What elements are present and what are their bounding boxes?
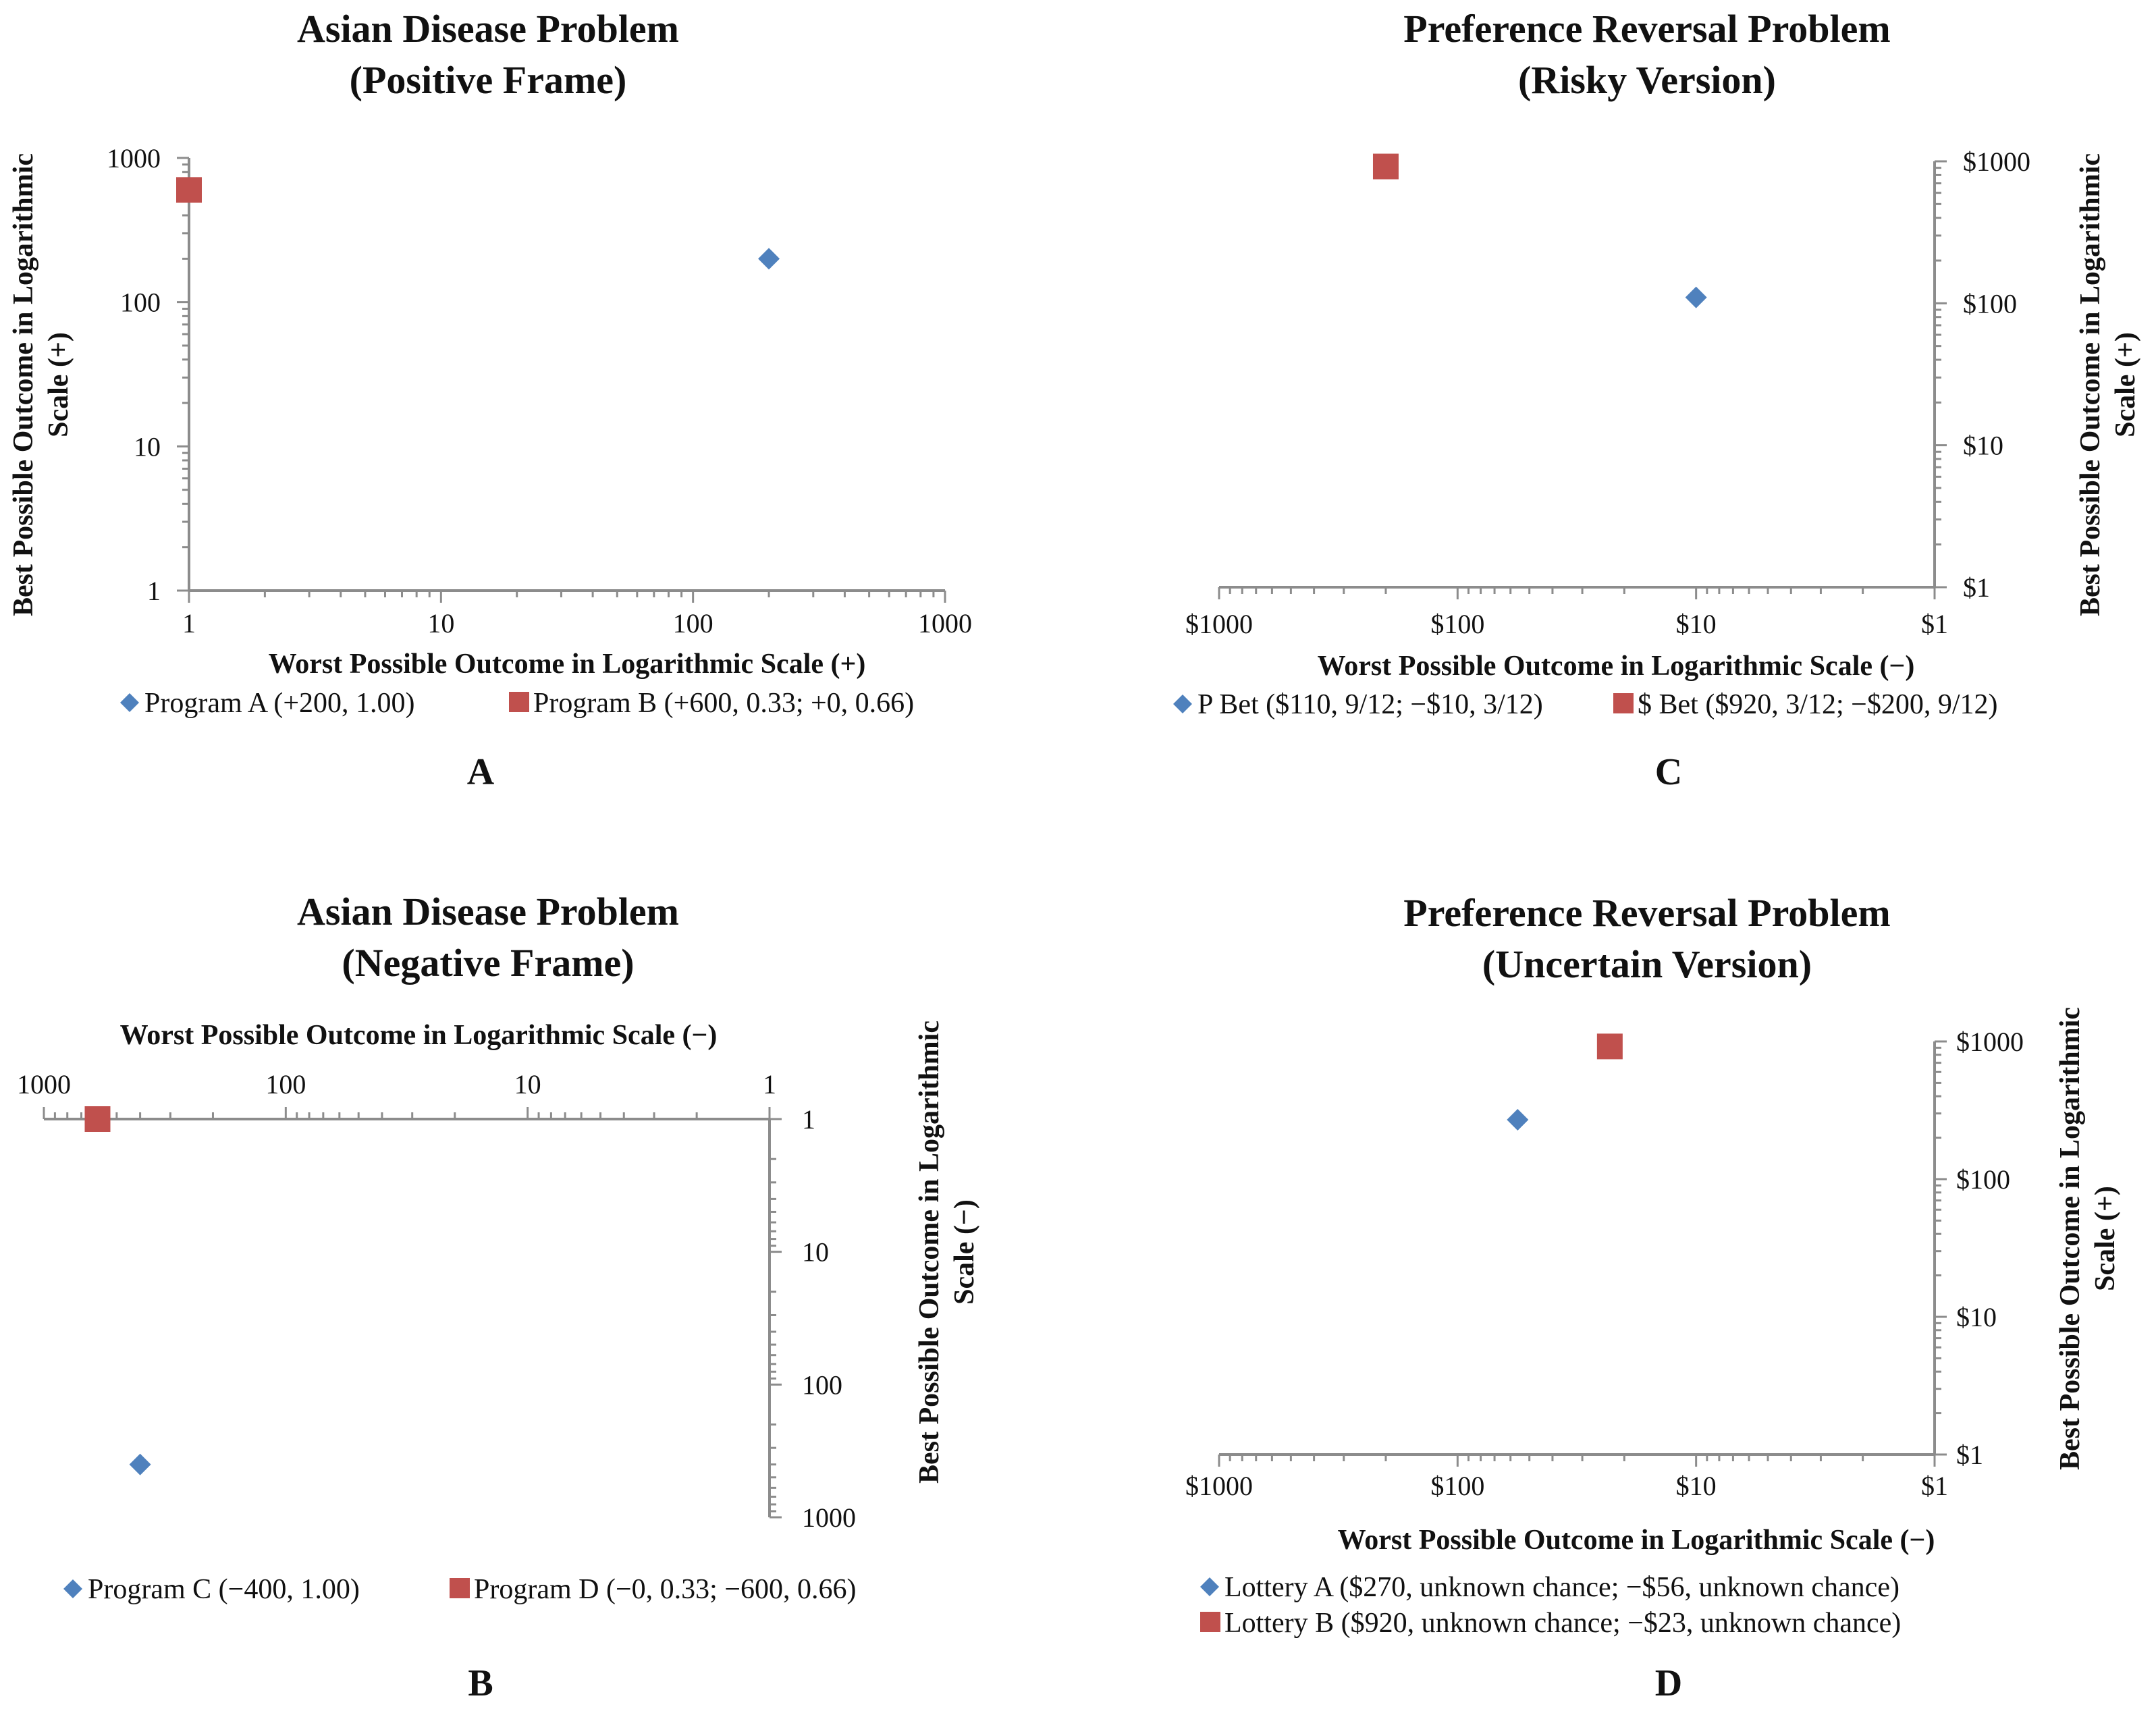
- data-point-diamond: [758, 248, 780, 270]
- y-tick-label: $10: [1956, 1302, 1997, 1332]
- y-tick-label: 1: [802, 1104, 815, 1135]
- x-tick-label: 1: [182, 608, 196, 639]
- x-axis-title: Worst Possible Outcome in Logarithmic Sc…: [1318, 651, 1915, 682]
- y-tick-label: $1: [1956, 1440, 1983, 1470]
- panel-letter: C: [1655, 751, 1682, 793]
- legend-label: Lottery A ($270, unknown chance; −$56, u…: [1224, 1572, 1899, 1603]
- y-axis-title: Best Possible Outcome in Logarithmic Scal…: [2055, 1007, 2121, 1470]
- chart-title-line-1: Asian Disease Problem: [297, 890, 679, 933]
- x-axis-title: Worst Possible Outcome in Logarithmic Sc…: [120, 1020, 718, 1051]
- panel-b: Asian Disease Problem (Negative Frame) 100…: [17, 890, 980, 1704]
- x-axis-title: Worst Possible Outcome in Logarithmic Sc…: [269, 649, 866, 680]
- x-tick-label: 1000: [17, 1069, 71, 1099]
- data-point-diamond: [1685, 286, 1707, 308]
- legend-marker-diamond: [120, 693, 139, 712]
- legend-label: Program A (+200, 1.00): [144, 688, 415, 719]
- legend-marker-square: [509, 692, 529, 712]
- y-axis-title: Best Possible Outcome in Logarithmic Scal…: [2075, 153, 2141, 616]
- x-tick-label: 10: [427, 608, 454, 639]
- legend-marker-diamond: [63, 1579, 82, 1598]
- chart-title-line-1: Preference Reversal Problem: [1403, 891, 1890, 935]
- y-tick-label: $100: [1956, 1164, 2010, 1195]
- x-tick-label: $1: [1921, 1471, 1948, 1501]
- data-point-diamond: [1507, 1109, 1529, 1131]
- data-point-square: [1372, 153, 1399, 180]
- chart-title-line-1: Asian Disease Problem: [297, 7, 679, 51]
- data-point-square: [176, 177, 202, 203]
- y-tick-label: $1: [1963, 572, 1990, 603]
- legend-label: Program C (−400, 1.00): [88, 1574, 360, 1605]
- chart-title-line-2: (Positive Frame): [350, 58, 627, 102]
- y-axis-title-line-2: Scale (+): [2110, 332, 2141, 437]
- y-tick-label: $1000: [1956, 1027, 2024, 1057]
- panel-c: Preference Reversal Problem (Risky Versio…: [1173, 7, 2141, 793]
- data-point-square: [1596, 1033, 1623, 1060]
- y-axis-title-line-1: Best Possible Outcome in Logarithmic: [2055, 1007, 2086, 1470]
- y-tick-label: 1: [147, 576, 161, 606]
- legend-marker-diamond: [1173, 695, 1192, 713]
- x-tick-label: $1000: [1185, 1471, 1253, 1501]
- x-tick-label: 100: [673, 608, 713, 639]
- y-tick-label: $10: [1963, 431, 2003, 461]
- y-tick-label: $1000: [1963, 146, 2030, 177]
- legend-label: $ Bet ($920, 3/12; −$200, 9/12): [1638, 689, 1998, 720]
- x-tick-label: 1000: [918, 608, 972, 639]
- legend-marker-square: [1613, 693, 1634, 713]
- panel-letter: B: [468, 1662, 493, 1704]
- panel-letter: D: [1655, 1662, 1682, 1704]
- chart-title-line-2: (Risky Version): [1518, 58, 1776, 102]
- panel-letter: A: [467, 751, 495, 793]
- chart-title-line-2: (Uncertain Version): [1482, 942, 1812, 986]
- y-axis-title: Best Possible Outcome in Logarithmic Scal…: [914, 1021, 980, 1484]
- data-point-square: [84, 1106, 111, 1132]
- x-tick-label: $1: [1921, 609, 1948, 639]
- x-tick-label: $100: [1430, 609, 1484, 639]
- chart-title-line-1: Preference Reversal Problem: [1403, 7, 1890, 51]
- x-tick-label: $1000: [1185, 609, 1253, 639]
- legend-label: Lottery B ($920, unknown chance; −$23, u…: [1224, 1608, 1901, 1639]
- x-axis-title: Worst Possible Outcome in Logarithmic Sc…: [1338, 1525, 1935, 1556]
- x-tick-label: $100: [1430, 1471, 1484, 1501]
- legend-label: P Bet ($110, 9/12; −$10, 3/12): [1197, 689, 1543, 720]
- y-axis-title-line-2: Scale (+): [2090, 1186, 2121, 1291]
- y-axis-title-line-1: Best Possible Outcome in Logarithmic: [8, 153, 39, 616]
- x-tick-label: $10: [1676, 609, 1717, 639]
- y-tick-label: 1000: [802, 1502, 856, 1533]
- data-point-diamond: [129, 1453, 151, 1475]
- y-axis-title: Best Possible Outcome in Logarithmic Scal…: [8, 153, 74, 616]
- legend-label: Program D (−0, 0.33; −600, 0.66): [474, 1574, 857, 1605]
- x-tick-label: 1: [763, 1069, 776, 1099]
- y-tick-label: 100: [802, 1369, 842, 1400]
- x-tick-label: $10: [1676, 1471, 1717, 1501]
- y-tick-label: 1000: [107, 143, 161, 173]
- legend-marker-diamond: [1200, 1577, 1219, 1596]
- y-axis-title-line-1: Best Possible Outcome in Logarithmic: [914, 1021, 945, 1484]
- x-tick-label: 100: [265, 1069, 306, 1099]
- legend-marker-square: [450, 1578, 470, 1598]
- x-tick-label: 10: [514, 1069, 541, 1099]
- panel-d: Preference Reversal Problem (Uncertain Ve…: [1185, 891, 2121, 1704]
- y-tick-label: $100: [1963, 288, 2017, 319]
- y-axis-title-line-2: Scale (−): [949, 1199, 980, 1305]
- y-axis-title-line-1: Best Possible Outcome in Logarithmic: [2075, 153, 2106, 616]
- y-axis-title-line-2: Scale (+): [43, 332, 74, 437]
- panel-a: Asian Disease Problem (Positive Frame) 1 10…: [8, 7, 972, 793]
- chart-title-line-2: (Negative Frame): [342, 941, 634, 985]
- y-tick-label: 10: [802, 1237, 829, 1268]
- legend-label: Program B (+600, 0.33; +0, 0.66): [533, 688, 914, 719]
- y-tick-label: 10: [134, 431, 161, 462]
- legend-marker-square: [1200, 1612, 1220, 1632]
- y-tick-label: 100: [120, 288, 161, 318]
